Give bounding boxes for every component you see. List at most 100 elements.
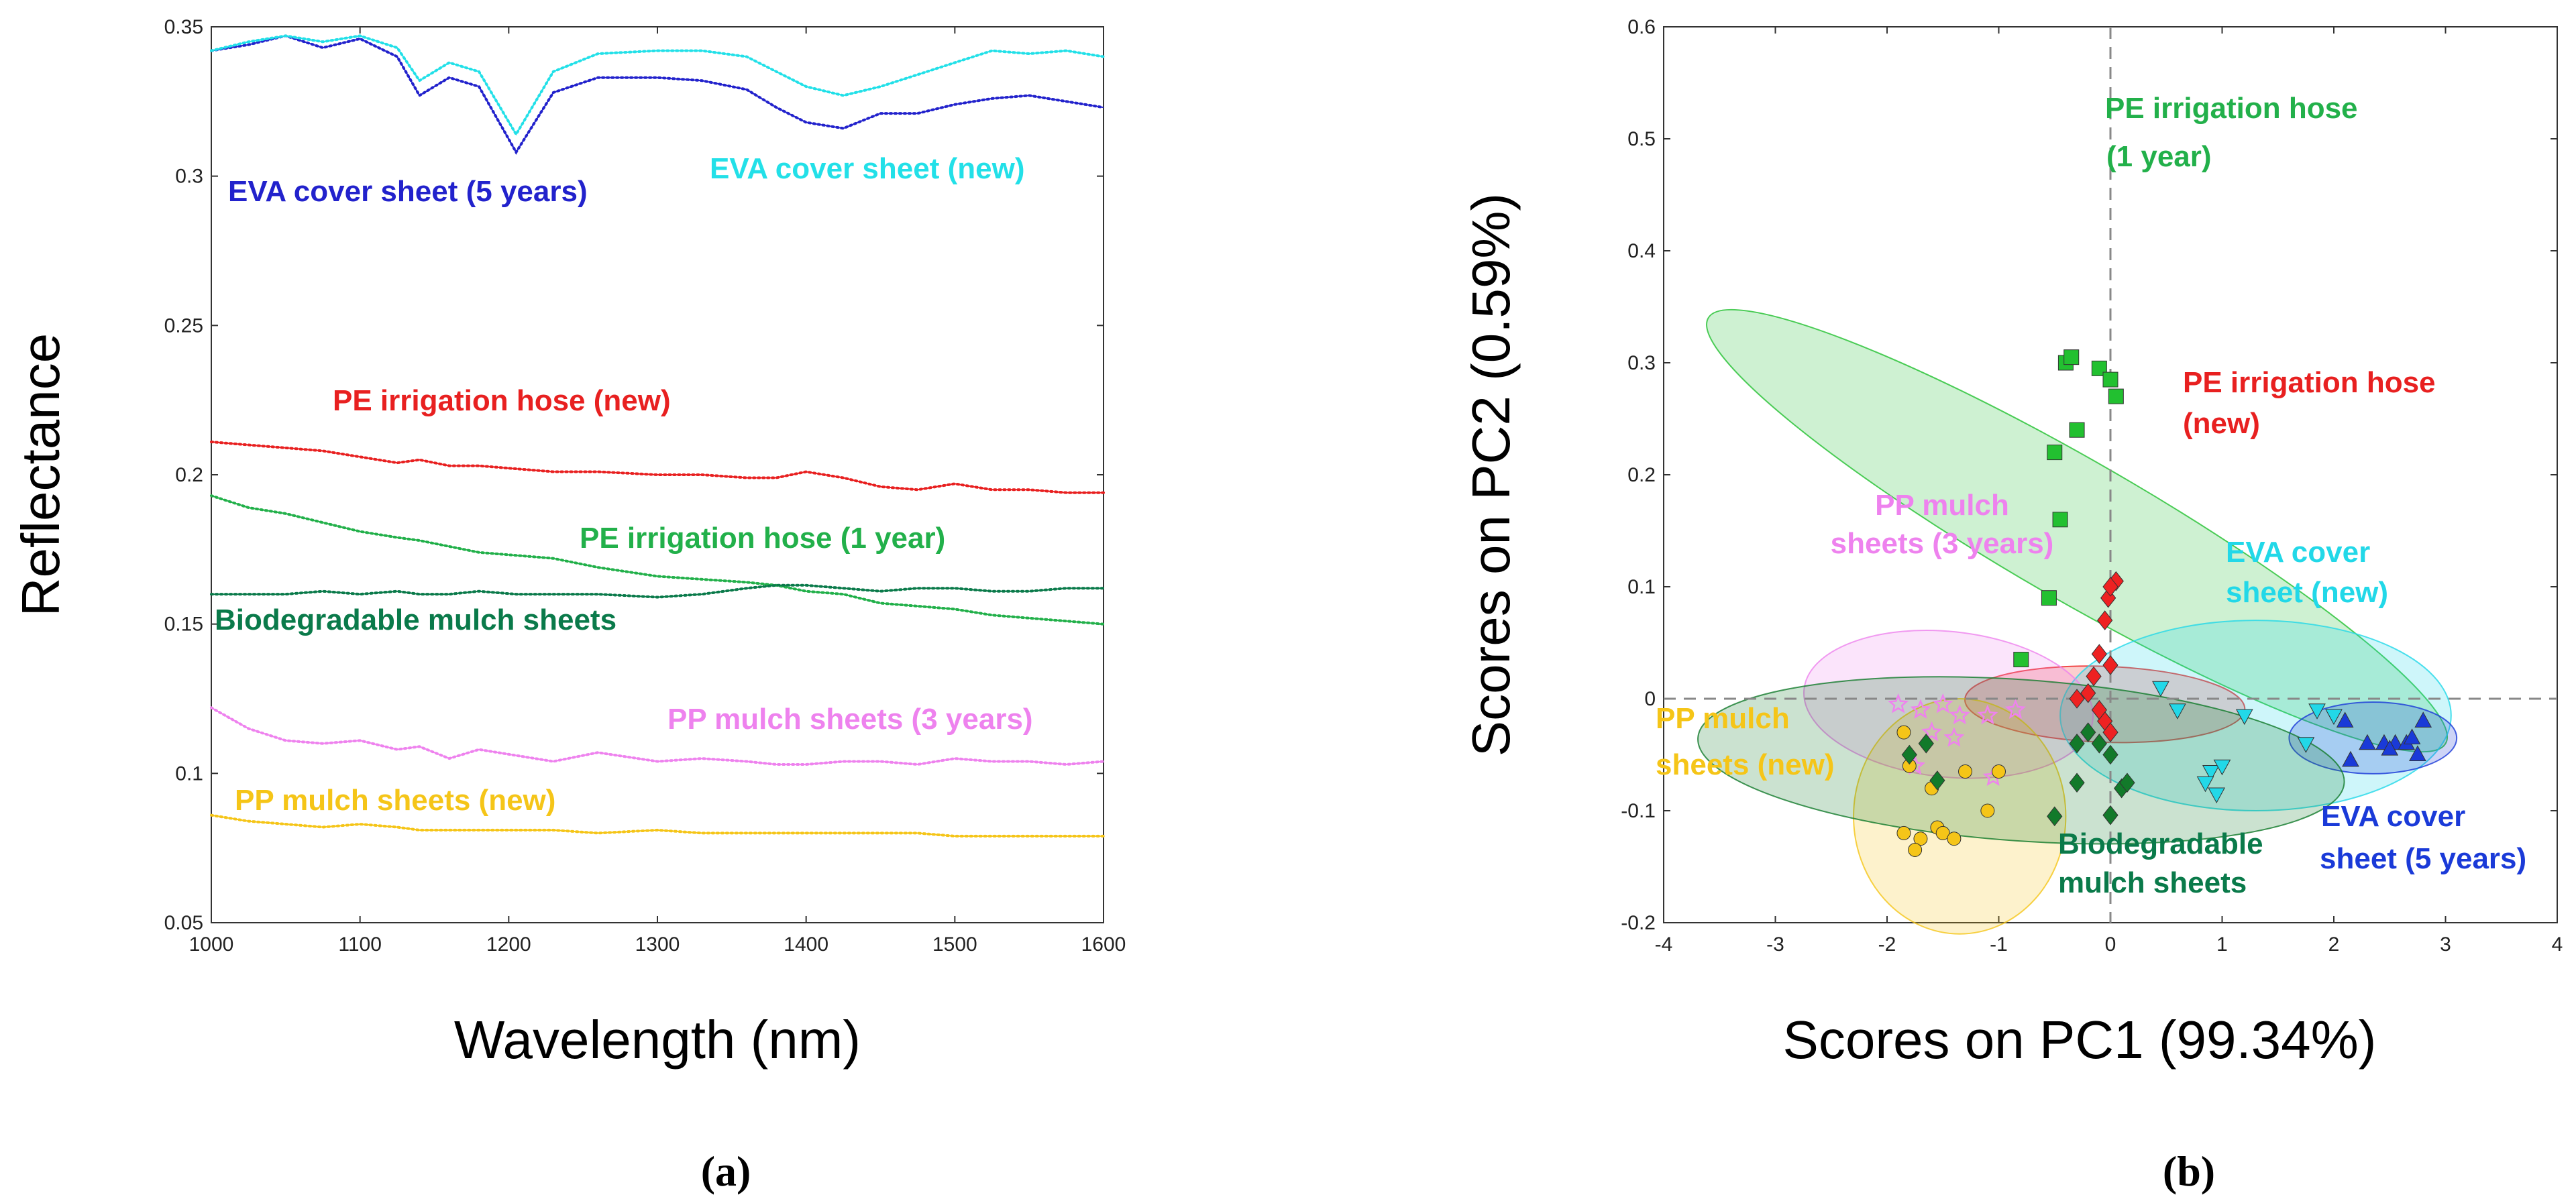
point-pe-irrigation-hose-1-year xyxy=(2013,652,2029,668)
panel-a-label: (a) xyxy=(701,1147,751,1195)
point-biodegradable-mulch-sheets xyxy=(1901,744,1917,765)
point-eva-cover-sheet-5-years xyxy=(2381,740,2399,756)
point-pe-irrigation-hose-new xyxy=(2080,683,2096,703)
panel-b-y-tick-label: 0.4 xyxy=(1627,240,1656,262)
series-line-core-biodegradable-mulch-sheets xyxy=(211,584,1104,598)
label-b-pp-new-line2: sheets (new) xyxy=(1656,748,1835,781)
point-pe-irrigation-hose-new xyxy=(2102,655,2118,675)
panel-b-x-tick-label: 0 xyxy=(2105,933,2116,956)
panel-b-x-tick-label: -4 xyxy=(1655,933,1673,956)
panel-b-y-tick-label: 0.6 xyxy=(1627,16,1656,38)
point-pp-mulch-sheets-3-years xyxy=(1888,693,1909,713)
series-line-core-pe-irrigation-hose-1-year xyxy=(211,495,1104,625)
point-eva-cover-sheet-new xyxy=(2325,709,2343,726)
point-pe-irrigation-hose-new xyxy=(2086,666,2102,687)
label-b-eva-5-years-line1: EVA cover xyxy=(2321,800,2465,833)
series-line-core-pp-mulch-sheets-3-years xyxy=(211,707,1104,766)
point-eva-cover-sheet-new xyxy=(2213,759,2231,776)
panel-a-y-axis-title: Reflectance xyxy=(11,333,70,616)
label-b-biodegradable-line1: Biodegradable xyxy=(2058,827,2263,860)
point-pp-mulch-sheets-new xyxy=(1980,803,1995,818)
panel-a-y-tick-label: 0.3 xyxy=(175,166,203,188)
panel-a-y-tick-label: 0.2 xyxy=(175,464,203,486)
point-pp-mulch-sheets-new xyxy=(1947,832,1962,846)
point-pe-irrigation-hose-new xyxy=(2097,610,2113,630)
point-pp-mulch-sheets-new xyxy=(1913,832,1928,846)
panel-b-x-tick-label: -2 xyxy=(1878,933,1896,956)
point-pp-mulch-sheets-new xyxy=(1908,842,1923,857)
point-pe-irrigation-hose-new xyxy=(2102,722,2118,742)
series-line-core-pp-mulch-sheets-new xyxy=(211,814,1104,837)
panel-a-y-tick-label: 0.25 xyxy=(164,314,203,337)
label-b-pe-hose-new-line1: PE irrigation hose xyxy=(2183,366,2436,399)
label-eva-new: EVA cover sheet (new) xyxy=(710,152,1024,185)
label-b-eva-5-years-line2: sheet (5 years) xyxy=(2320,842,2526,875)
point-eva-cover-sheet-new xyxy=(2169,703,2186,720)
point-eva-cover-sheet-new xyxy=(2208,787,2226,803)
point-pp-mulch-sheets-3-years xyxy=(1977,704,1998,725)
point-pe-irrigation-hose-new xyxy=(2069,689,2085,709)
panel-a-series xyxy=(210,34,1105,838)
label-pe-hose-1-year: PE irrigation hose (1 year) xyxy=(580,522,945,555)
panel-b-x-axis-title: Scores on PC1 (99.34%) xyxy=(1783,1010,2377,1070)
panel-b-y-axis-title: Scores on PC2 (0.59%) xyxy=(1461,193,1521,756)
point-biodegradable-mulch-sheets xyxy=(2102,744,2118,765)
panel-b-x-tick-label: -1 xyxy=(1990,933,2008,956)
point-eva-cover-sheet-new xyxy=(2297,737,2315,753)
point-pe-irrigation-hose-1-year xyxy=(2102,371,2118,388)
panel-a-x-tick-label: 1000 xyxy=(189,933,234,956)
panel-a-y-ticks: 0.05 0.1 0.15 0.2 0.25 0.3 0.35 xyxy=(164,16,1104,934)
point-pe-irrigation-hose-1-year xyxy=(2052,512,2068,528)
point-eva-cover-sheet-5-years xyxy=(2409,745,2426,761)
panel-b-x-tick-label: 3 xyxy=(2440,933,2451,956)
point-biodegradable-mulch-sheets xyxy=(2102,805,2118,825)
point-eva-cover-sheet-new xyxy=(2308,703,2326,720)
panel-a-y-tick-label: 0.15 xyxy=(164,614,203,636)
point-pe-irrigation-hose-1-year xyxy=(2047,445,2063,461)
point-pe-irrigation-hose-1-year xyxy=(2041,590,2057,606)
label-b-pe-hose-new-line2: (new) xyxy=(2183,407,2260,440)
point-biodegradable-mulch-sheets xyxy=(1929,770,1945,791)
label-biodegradable: Biodegradable mulch sheets xyxy=(215,604,616,636)
label-pp-new: PP mulch sheets (new) xyxy=(235,784,555,817)
point-eva-cover-sheet-5-years xyxy=(2414,711,2432,728)
point-eva-cover-sheet-new xyxy=(2235,709,2253,726)
panel-b-y-tick-label: 0.5 xyxy=(1627,128,1656,150)
label-eva-5-years: EVA cover sheet (5 years) xyxy=(228,175,588,208)
panel-b-y-tick-label: -0.2 xyxy=(1621,912,1656,934)
point-pp-mulch-sheets-3-years xyxy=(1932,693,1953,713)
label-b-pp-3-years-line2: sheets (3 years) xyxy=(1831,527,2054,560)
label-b-eva-new-line1: EVA cover xyxy=(2226,536,2370,569)
point-biodegradable-mulch-sheets xyxy=(2069,733,2085,754)
point-biodegradable-mulch-sheets xyxy=(2069,772,2085,793)
point-eva-cover-sheet-5-years xyxy=(2359,734,2376,750)
point-pp-mulch-sheets-3-years xyxy=(1910,699,1931,719)
point-pp-mulch-sheets-3-years xyxy=(1949,704,1970,725)
panel-a-x-axis-title: Wavelength (nm) xyxy=(454,1010,861,1070)
series-line-core-eva-cover-sheet-5-years xyxy=(211,35,1104,154)
point-pe-irrigation-hose-1-year xyxy=(2069,422,2085,438)
point-pp-mulch-sheets-new xyxy=(1896,725,1911,740)
point-pp-mulch-sheets-new xyxy=(1896,825,1911,840)
label-b-pp-new-line1: PP mulch xyxy=(1656,702,1790,735)
point-pp-mulch-sheets-new xyxy=(1992,764,2006,779)
panel-b-y-tick-label: 0.3 xyxy=(1627,352,1656,374)
point-eva-cover-sheet-new xyxy=(2196,776,2214,793)
point-eva-cover-sheet-5-years xyxy=(2342,750,2359,767)
panel-b-y-tick-label: 0.1 xyxy=(1627,576,1656,598)
series-line-core-eva-cover-sheet-new xyxy=(211,35,1104,136)
point-eva-cover-sheet-new xyxy=(2202,765,2220,781)
panel-a-x-tick-label: 1500 xyxy=(932,933,977,956)
label-b-biodegradable-line2: mulch sheets xyxy=(2058,866,2247,899)
label-pe-hose-new: PE irrigation hose (new) xyxy=(333,384,671,417)
label-b-pe-hose-1-year-line2: (1 year) xyxy=(2106,140,2212,173)
point-biodegradable-mulch-sheets xyxy=(2047,806,2063,827)
point-pp-mulch-sheets-new xyxy=(1935,825,1950,840)
panel-b-x-tick-label: 1 xyxy=(2216,933,2228,956)
point-pe-irrigation-hose-new xyxy=(2091,699,2107,720)
panel-a-x-tick-label: 1400 xyxy=(784,933,828,956)
point-biodegradable-mulch-sheets xyxy=(2119,772,2135,793)
point-pe-irrigation-hose-1-year xyxy=(2063,349,2080,365)
panel-b-y-tick-label: -0.1 xyxy=(1621,800,1656,822)
